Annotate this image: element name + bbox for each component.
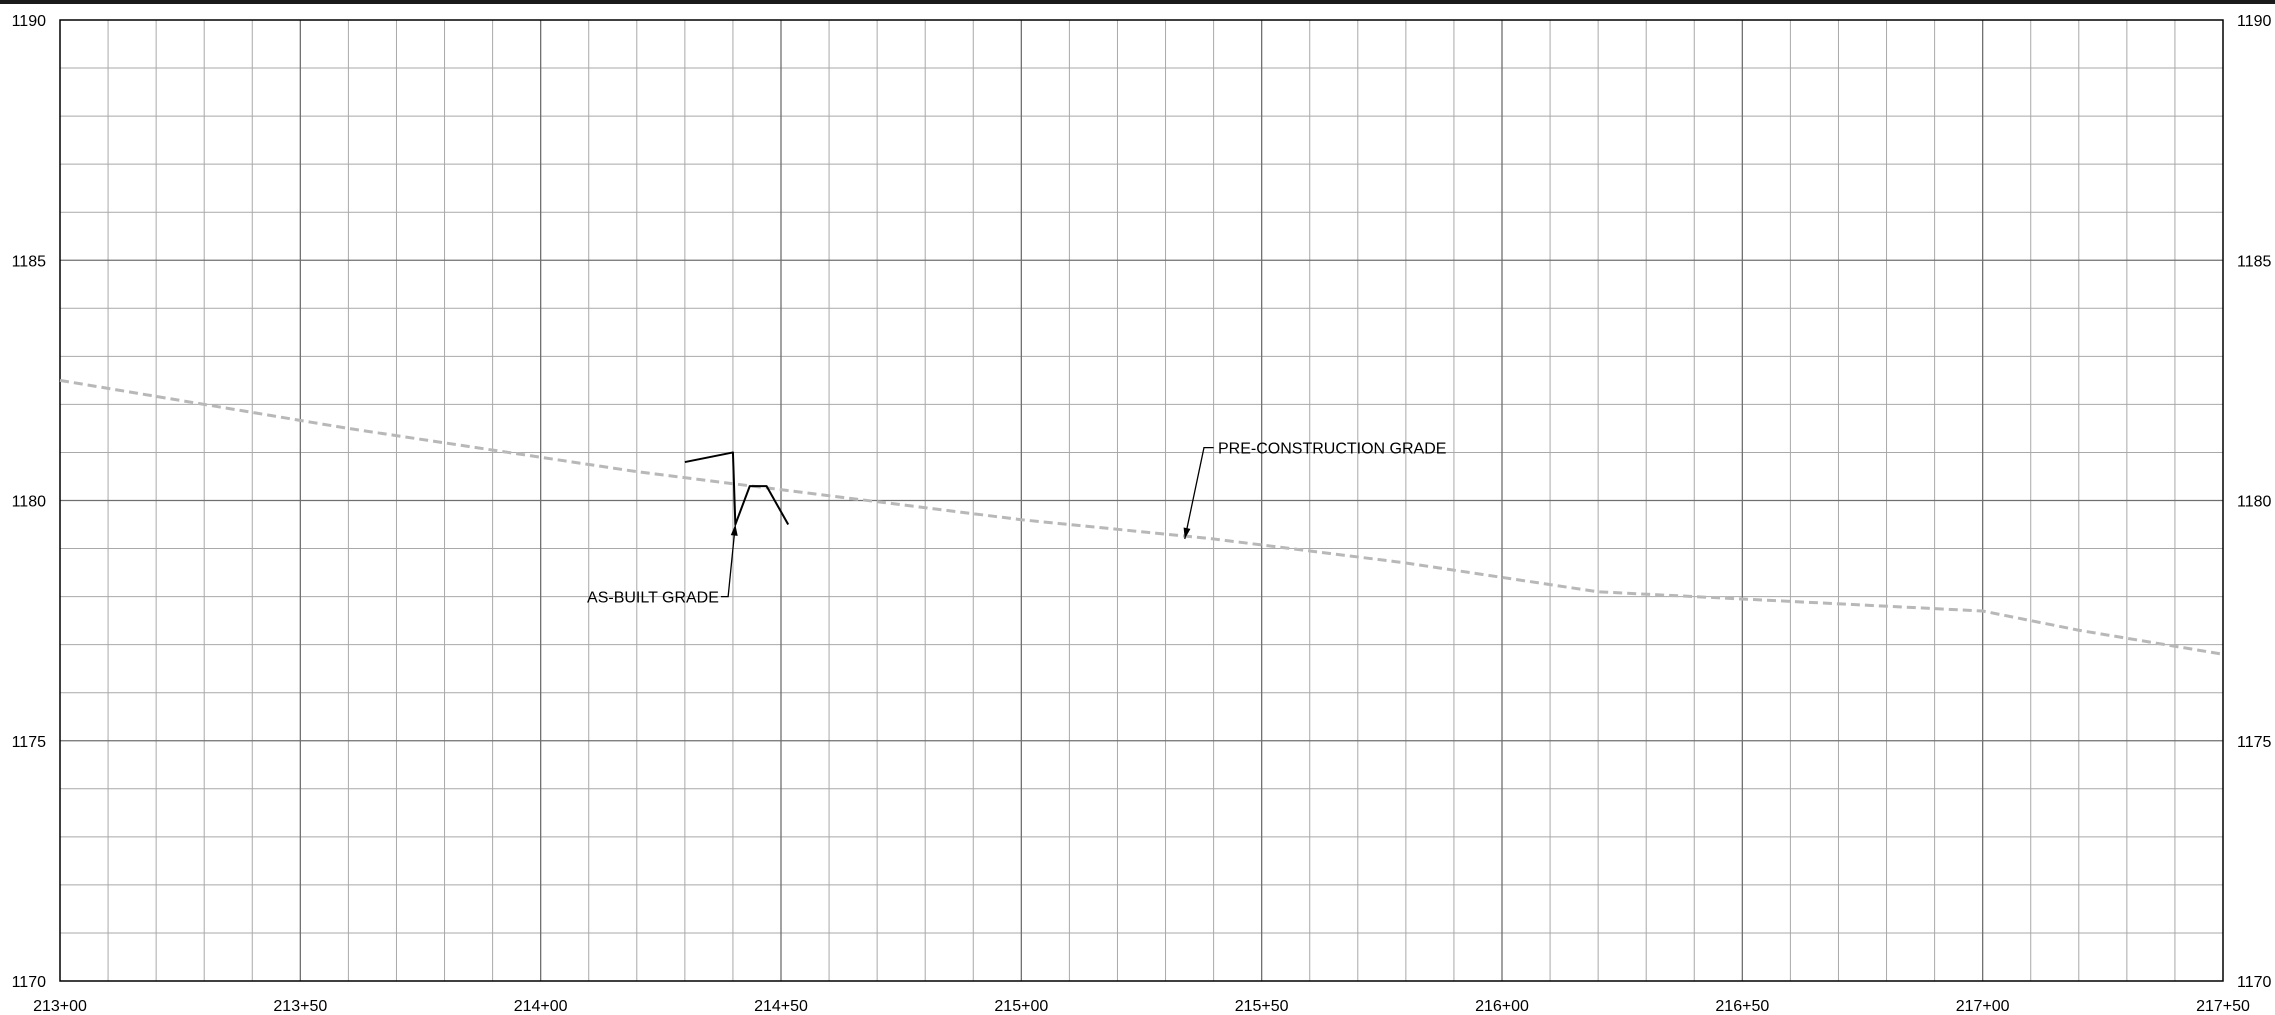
x-tick-label: 213+50: [273, 998, 327, 1015]
y-tick-label-right: 1175: [2237, 734, 2272, 751]
as-built-grade-arrowhead: [730, 524, 738, 536]
y-tick-label-left: 1170: [12, 974, 47, 991]
as-built-grade-label: AS-BUILT GRADE: [587, 590, 719, 607]
as-built-grade-leader-line: [720, 524, 736, 598]
x-tick-label: 214+00: [514, 998, 568, 1015]
y-tick-label-left: 1190: [12, 13, 47, 30]
y-tick-label-left: 1180: [12, 494, 47, 511]
pre-construction-grade-arrowhead: [1183, 527, 1191, 539]
pre-construction-grade-leader-line: [1184, 446, 1214, 540]
x-tick-label: 216+00: [1475, 998, 1529, 1015]
x-tick-label: 217+00: [1956, 998, 2010, 1015]
series-layer: [59, 378, 2224, 656]
pre-construction-grade-line: [59, 378, 2224, 656]
x-tick-label: 215+00: [994, 998, 1048, 1015]
top-rule: [0, 0, 2275, 4]
as-built-grade-line: [684, 451, 790, 526]
x-tick-label: 215+50: [1235, 998, 1289, 1015]
plot-frame: [59, 19, 2224, 982]
grid-major: [60, 20, 2223, 981]
y-tick-label-left: 1175: [12, 734, 47, 751]
tick-layer: 213+00 213+50 214+00 214+50 215+00 215+50 216+…: [12, 13, 2272, 1015]
y-tick-label-right: 1185: [2237, 253, 2272, 270]
y-tick-label-right: 1190: [2237, 13, 2272, 30]
annotation-layer: AS-BUILT GRADE PRE-CONSTRUCTION GRADE: [587, 441, 1446, 607]
y-tick-label-right: 1180: [2237, 494, 2272, 511]
x-tick-label: 217+50: [2196, 998, 2250, 1015]
y-tick-label-right: 1170: [2237, 974, 2272, 991]
pre-construction-grade-label: PRE-CONSTRUCTION GRADE: [1218, 441, 1446, 458]
x-tick-label: 216+50: [1715, 998, 1769, 1015]
x-tick-label: 214+50: [754, 998, 808, 1015]
x-tick-label: 213+00: [33, 998, 87, 1015]
y-tick-label-left: 1185: [12, 253, 47, 270]
